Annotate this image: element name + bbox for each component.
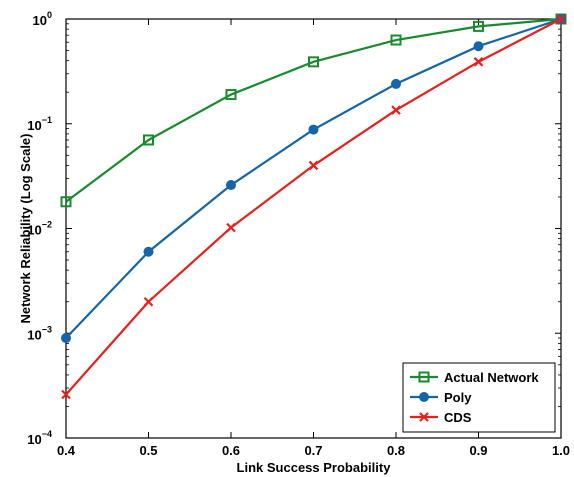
x-tick-label: 0.8 (387, 443, 405, 458)
x-tick-label: 0.6 (222, 443, 240, 458)
x-tick-label: 0.4 (57, 443, 76, 458)
data-point-cds (556, 14, 566, 24)
legend-label-actual-network: Actual Network (444, 370, 539, 385)
legend-label-poly: Poly (444, 390, 472, 405)
data-point-poly (391, 78, 401, 89)
x-mark-stroke (419, 412, 429, 422)
x-mark-stroke (556, 14, 566, 24)
x-tick-label: 1.0 (552, 443, 570, 458)
y-axis-label: Network Reliability (Log Scale) (18, 134, 33, 324)
x-mark-stroke (226, 222, 236, 233)
data-point-actual-network (143, 134, 154, 146)
data-point-poly (61, 333, 71, 344)
data-point-actual-network (308, 56, 319, 68)
data-point-poly (143, 246, 154, 257)
data-point-cds (308, 160, 319, 171)
y-tick-label: 10−1 (27, 115, 52, 133)
legend-marker-actual-network (418, 371, 430, 383)
data-point-cds (391, 105, 401, 115)
x-mark-stroke (143, 296, 154, 307)
data-point-actual-network (225, 89, 237, 101)
legend: Actual Network Poly CDS (402, 362, 556, 433)
x-mark-stroke (61, 389, 71, 400)
series-line-actual-network (65, 17, 562, 203)
data-point-poly (226, 180, 236, 191)
x-tick-label: 0.5 (139, 443, 157, 458)
x-mark-stroke (473, 57, 484, 67)
data-point-actual-network (473, 20, 484, 32)
y-tick-label: 10−4 (27, 429, 52, 447)
legend-marker-cds (419, 412, 429, 422)
data-point-cds (61, 389, 71, 400)
x-tick-label: 0.9 (469, 443, 487, 458)
data-point-cds (226, 222, 236, 233)
axis-ticks: 0.4 0.5 0.6 0.7 0.8 0.9 1.0 10−4 10−3 10−2 10−1 100 (27, 10, 570, 458)
y-tick-label: 100 (33, 10, 52, 28)
series-layer (60, 13, 567, 400)
y-tick-label: 10−3 (27, 324, 52, 342)
data-point-actual-network (390, 34, 402, 46)
data-point-cds (143, 296, 154, 307)
data-point-actual-network (60, 196, 72, 208)
x-mark-stroke (308, 160, 319, 171)
y-tick-label: 10−2 (27, 220, 52, 238)
series-cds (61, 14, 566, 400)
x-tick-label: 0.7 (304, 443, 322, 458)
x-axis-label: Link Success Probability (237, 460, 392, 475)
data-point-poly (308, 124, 319, 135)
legend-marker-poly (419, 392, 429, 402)
legend-label-cds: CDS (444, 410, 472, 425)
data-point-poly (473, 41, 484, 52)
data-point-cds (473, 57, 484, 67)
x-mark-stroke (391, 105, 401, 115)
